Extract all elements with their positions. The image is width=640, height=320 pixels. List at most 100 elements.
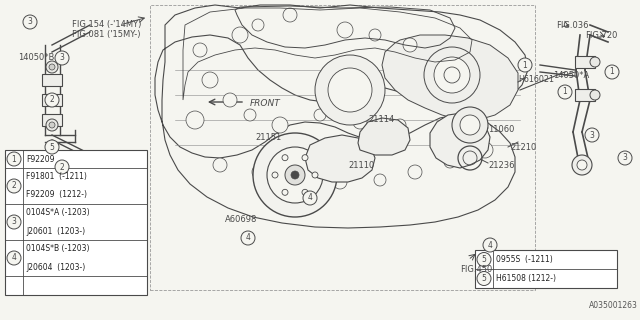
- Polygon shape: [382, 35, 518, 120]
- Text: 1: 1: [523, 60, 527, 69]
- Circle shape: [291, 171, 299, 179]
- Text: 21236: 21236: [488, 161, 515, 170]
- Text: 2: 2: [50, 95, 54, 105]
- Text: 3: 3: [589, 131, 595, 140]
- Circle shape: [337, 22, 353, 38]
- Text: 21114: 21114: [368, 116, 394, 124]
- Circle shape: [408, 165, 422, 179]
- Circle shape: [605, 65, 619, 79]
- Circle shape: [403, 38, 417, 52]
- Circle shape: [55, 160, 69, 174]
- Circle shape: [444, 156, 456, 168]
- Text: 5: 5: [481, 255, 486, 264]
- Circle shape: [282, 189, 288, 195]
- FancyBboxPatch shape: [42, 114, 62, 126]
- Text: 3: 3: [28, 18, 33, 27]
- Text: FRONT: FRONT: [250, 99, 281, 108]
- Circle shape: [285, 165, 305, 185]
- Circle shape: [558, 85, 572, 99]
- Circle shape: [302, 155, 308, 161]
- Circle shape: [328, 68, 372, 112]
- Circle shape: [585, 128, 599, 142]
- Text: A035001263: A035001263: [589, 300, 638, 309]
- Circle shape: [46, 119, 58, 131]
- Circle shape: [302, 189, 308, 195]
- Text: A60698: A60698: [225, 215, 257, 225]
- Circle shape: [252, 164, 268, 180]
- Text: 4: 4: [12, 253, 17, 262]
- Circle shape: [353, 115, 367, 129]
- Circle shape: [232, 27, 248, 43]
- Circle shape: [590, 57, 600, 67]
- Circle shape: [452, 107, 488, 143]
- Text: 5: 5: [49, 142, 54, 151]
- Circle shape: [241, 231, 255, 245]
- Text: H61508 (1212-): H61508 (1212-): [496, 274, 556, 283]
- Polygon shape: [305, 135, 375, 182]
- Circle shape: [477, 271, 491, 285]
- Text: FIG.036: FIG.036: [556, 20, 589, 29]
- Text: FIG.154 (-'14MY): FIG.154 (-'14MY): [72, 20, 141, 29]
- Text: 4: 4: [246, 234, 250, 243]
- Circle shape: [272, 172, 278, 178]
- Circle shape: [282, 155, 288, 161]
- Text: FIG.450: FIG.450: [460, 266, 492, 275]
- Polygon shape: [155, 5, 528, 228]
- Circle shape: [7, 251, 21, 265]
- Text: 2: 2: [12, 181, 17, 190]
- Text: H616021: H616021: [518, 76, 554, 84]
- Text: J20604  (1203-): J20604 (1203-): [26, 262, 85, 271]
- Circle shape: [483, 238, 497, 252]
- Text: FIG.720: FIG.720: [585, 30, 618, 39]
- Circle shape: [572, 155, 592, 175]
- Circle shape: [315, 55, 385, 125]
- Circle shape: [424, 47, 480, 103]
- Circle shape: [7, 215, 21, 229]
- Circle shape: [272, 117, 288, 133]
- Circle shape: [193, 43, 207, 57]
- Circle shape: [253, 133, 337, 217]
- Text: 0104S*A (-1203): 0104S*A (-1203): [26, 209, 90, 218]
- Circle shape: [518, 58, 532, 72]
- Circle shape: [477, 142, 493, 158]
- Circle shape: [55, 51, 69, 65]
- Circle shape: [312, 172, 318, 178]
- Polygon shape: [358, 118, 410, 155]
- FancyBboxPatch shape: [575, 89, 595, 101]
- FancyBboxPatch shape: [475, 250, 617, 288]
- Text: F92209: F92209: [26, 155, 54, 164]
- Circle shape: [186, 111, 204, 129]
- Circle shape: [577, 160, 587, 170]
- FancyBboxPatch shape: [575, 56, 595, 68]
- Text: 1: 1: [610, 68, 614, 76]
- Text: J20601  (1203-): J20601 (1203-): [26, 227, 85, 236]
- Text: 3: 3: [623, 154, 627, 163]
- Circle shape: [7, 152, 21, 166]
- Circle shape: [369, 29, 381, 41]
- Text: 0955S  (-1211): 0955S (-1211): [496, 255, 553, 264]
- Circle shape: [7, 179, 21, 193]
- Text: FIG.081 ('15MY-): FIG.081 ('15MY-): [72, 30, 141, 39]
- Circle shape: [477, 252, 491, 267]
- Text: F91801  (-1211): F91801 (-1211): [26, 172, 87, 181]
- Circle shape: [333, 175, 347, 189]
- Polygon shape: [430, 113, 490, 168]
- Circle shape: [223, 93, 237, 107]
- Circle shape: [267, 147, 323, 203]
- Text: 14050*B: 14050*B: [18, 53, 54, 62]
- Text: 2: 2: [60, 163, 65, 172]
- Text: F92209  (1212-): F92209 (1212-): [26, 190, 87, 199]
- Circle shape: [294, 174, 306, 186]
- Text: 5: 5: [481, 274, 486, 283]
- Text: 1: 1: [12, 155, 17, 164]
- FancyBboxPatch shape: [5, 150, 147, 295]
- Text: 4: 4: [488, 241, 492, 250]
- Circle shape: [45, 93, 59, 107]
- FancyBboxPatch shape: [42, 74, 62, 86]
- Circle shape: [618, 151, 632, 165]
- Circle shape: [244, 109, 256, 121]
- Circle shape: [434, 57, 470, 93]
- Text: 21210: 21210: [510, 142, 536, 151]
- Circle shape: [49, 122, 55, 128]
- Circle shape: [314, 109, 326, 121]
